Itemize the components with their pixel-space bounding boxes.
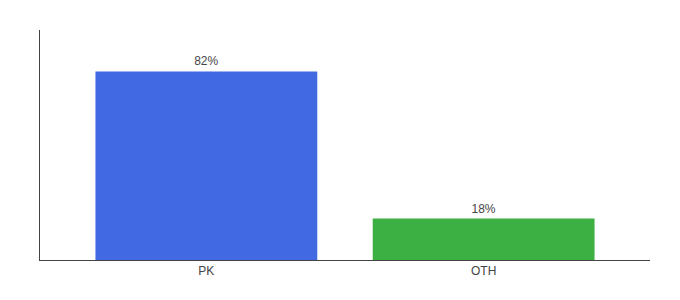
svg-text:OTH: OTH xyxy=(471,264,496,278)
svg-text:82%: 82% xyxy=(194,54,218,68)
svg-text:18%: 18% xyxy=(471,202,495,216)
svg-text:PK: PK xyxy=(198,264,214,278)
